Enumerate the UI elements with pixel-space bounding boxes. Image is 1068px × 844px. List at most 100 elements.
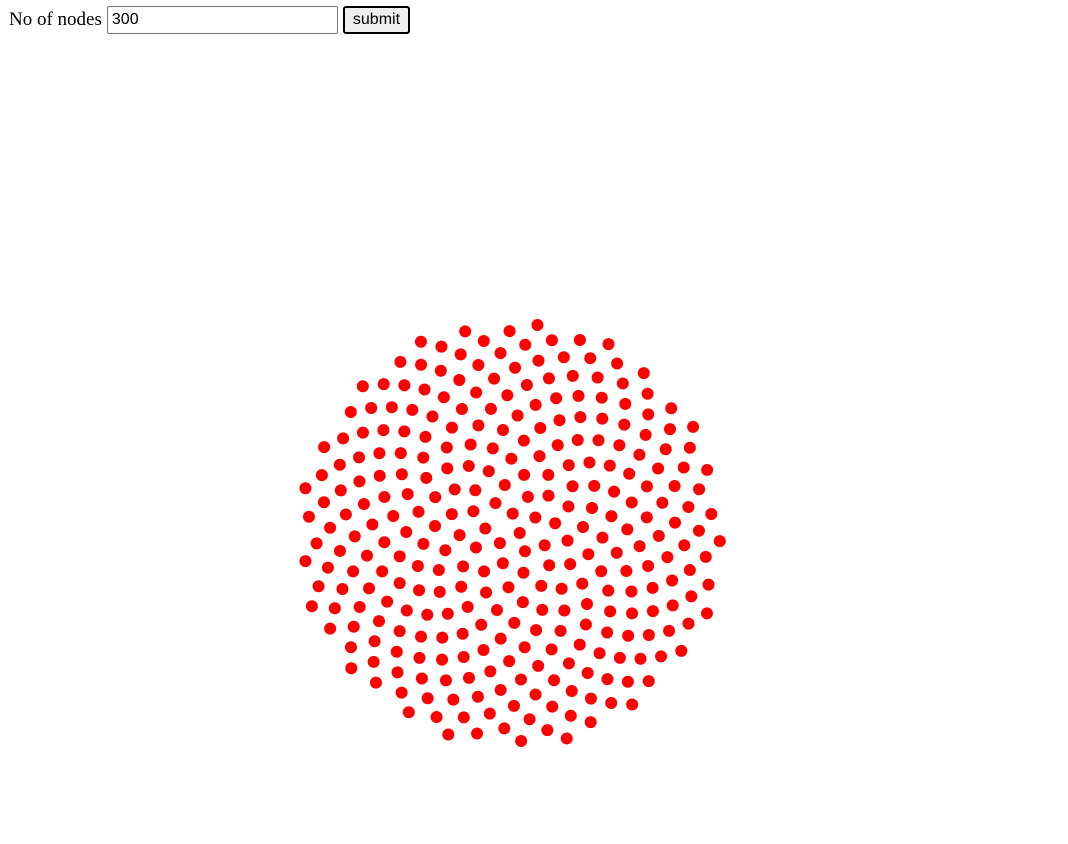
node-dot [442,728,455,741]
node-dot [551,439,564,452]
node-dot [640,511,653,524]
node-dot [494,632,507,645]
node-dot [705,507,718,520]
node-count-input[interactable] [106,6,338,34]
node-dot [566,480,579,493]
node-dot [518,641,531,654]
node-dot [430,711,443,724]
node-dot [348,530,361,543]
node-dot [549,517,562,530]
node-dot [546,700,559,713]
node-dot [582,548,595,561]
node-dot [387,509,400,522]
node-dot [619,397,632,410]
node-dot [393,625,406,638]
node-dot [339,508,352,521]
node-dot [336,583,349,596]
node-dot [602,584,615,597]
node-dot [459,325,472,338]
node-dot [337,432,350,445]
node-dot [482,465,495,478]
node-dot [506,507,519,520]
node-dot [484,402,497,415]
node-dot [436,631,449,644]
node-dot [561,534,574,547]
node-dot [656,496,669,509]
node-dot [663,624,676,637]
node-dot [366,518,379,531]
node-dot [372,615,385,628]
node-dot [418,383,431,396]
node-dot [445,421,458,434]
node-dot [356,426,369,439]
node-dot [400,604,413,617]
node-dot [625,496,638,509]
node-dot [395,686,408,699]
node-dot [369,676,382,689]
node-dot [455,580,468,593]
node-dot [621,523,634,536]
node-dot [365,401,378,414]
node-dot [541,724,554,737]
node-dot [530,624,543,637]
node-dot [415,358,428,371]
node-dot [421,692,434,705]
node-dot [558,604,571,617]
node-dot [447,693,460,706]
node-dot [419,430,432,443]
node-dot [517,566,530,579]
node-dot [633,448,646,461]
node-dot [334,484,347,497]
node-dot [457,711,470,724]
node-dot [584,692,597,705]
node-dot [572,389,585,402]
node-dot [596,412,609,425]
node-dot [378,490,391,503]
node-dot [415,630,428,643]
node-dot [498,722,511,735]
node-dot [531,319,544,332]
node-dot [393,577,406,590]
node-dot [367,655,380,668]
node-dot [592,434,605,447]
node-dot [577,521,589,534]
node-dot [483,707,496,720]
node-dot [312,580,325,593]
node-dot [480,586,493,599]
node-dot [400,525,413,538]
node-dot [583,456,596,469]
node-dot [521,490,534,503]
node-dot [413,651,426,664]
node-dot [477,644,490,657]
submit-button[interactable]: submit [342,6,411,34]
node-dot [472,359,485,372]
node-dot [486,442,499,455]
node-dot [469,541,482,554]
node-dot [302,510,315,523]
node-dot [472,419,485,432]
node-dot [328,602,341,615]
node-dot [479,522,492,535]
node-dot [699,550,712,563]
node-dot [538,539,551,552]
node-dot [613,439,626,452]
node-dot [368,635,381,648]
node-dot [436,653,449,666]
node-dot [595,565,608,578]
node-dot [687,420,700,433]
node-dot [511,409,524,422]
node-dot [415,672,428,685]
node-dot [471,727,484,740]
node-dot [625,585,638,598]
node-dot [310,537,323,550]
node-dot [542,468,555,481]
node-dot [390,645,403,658]
node-dot [429,519,442,532]
node-dot [713,535,726,548]
node-dot [700,607,713,620]
node-dot [602,338,615,351]
node-dot [421,608,434,621]
node-dot [560,732,573,745]
node-dot [441,462,454,475]
node-dot [611,357,624,370]
